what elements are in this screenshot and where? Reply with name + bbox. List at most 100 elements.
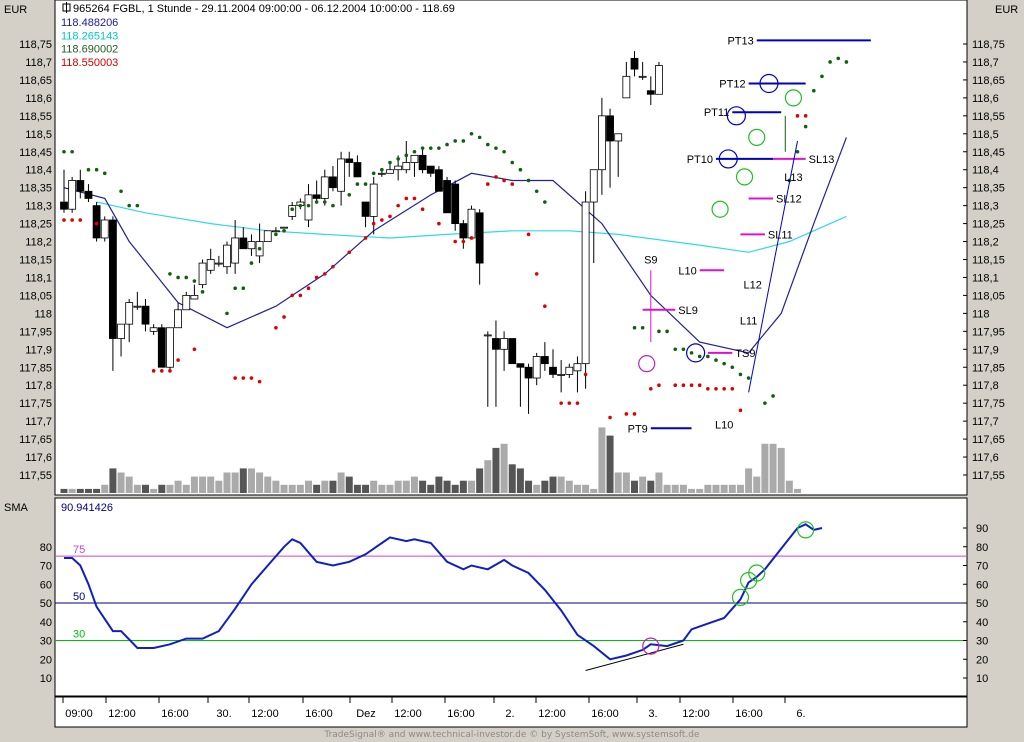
entry-circle [718, 149, 738, 169]
osc-tick-right: 40 [976, 617, 988, 629]
volume-bar [378, 484, 386, 493]
osc-tick-right: 20 [976, 654, 988, 666]
entry-circle [686, 343, 706, 363]
volume-bar [288, 484, 296, 493]
osc-tick-right: 70 [976, 561, 988, 573]
stop-dot-green [828, 60, 832, 64]
volume-bar [761, 443, 769, 493]
volume-bar [704, 484, 712, 493]
stop-dot-red [632, 412, 637, 416]
stop-dot-green [184, 275, 189, 280]
candle-body [174, 309, 183, 329]
stop-dot-green [836, 56, 841, 61]
annotation-label: PT12 [719, 79, 745, 91]
annotation-label: PT10 [687, 154, 713, 166]
time-axis-panel [54, 696, 968, 728]
candle-body [581, 201, 590, 365]
volume-bar [565, 480, 573, 493]
stop-dot-red [290, 293, 295, 298]
price-tick-right: 118,05 [972, 290, 1005, 302]
candle-body [443, 180, 451, 214]
stop-dot-green [127, 203, 131, 208]
time-label: 16:00 [591, 708, 619, 720]
volume-bar [631, 480, 638, 493]
price-tick-right: 118,5 [972, 129, 999, 141]
volume-bar [133, 484, 141, 493]
candle-body [467, 208, 476, 239]
volume-bar [769, 443, 777, 493]
stop-dot-green [388, 160, 392, 165]
stop-dot-green [706, 354, 710, 359]
indicator-value: 118.550003 [61, 57, 118, 69]
annotation-label: SL11 [768, 229, 793, 241]
annotation-label: L11 [740, 316, 758, 328]
price-tick-left: 117,75 [19, 398, 52, 410]
stop-dot-red [657, 383, 661, 388]
candle-body [402, 162, 411, 171]
stop-dot-green [812, 88, 816, 93]
time-label: 12:00 [394, 708, 422, 720]
oscillator: 75 50 30 10 20 30 40 50 60 70 80 90 10 20 30 40 50 60 70 80 [40, 521, 988, 685]
volume-bar [688, 488, 696, 493]
annotation-label: PT9 [628, 423, 648, 435]
stop-dot-green [428, 146, 433, 150]
indicator-value: 118.265143 [61, 30, 118, 42]
candle-body [198, 262, 207, 286]
stop-dot-red [298, 293, 303, 298]
stop-dot-red [151, 369, 156, 373]
candle-body [565, 366, 574, 375]
annotation-label: L10 [678, 265, 696, 277]
stop-dot-green [371, 171, 376, 176]
volume-bar [394, 480, 402, 493]
price-tick-left: 118,15 [19, 255, 52, 267]
footer-credit: TradeSignal® and www.technical-investor.… [324, 730, 700, 740]
volume-bar [533, 484, 541, 493]
price-tick-left: 118,5 [25, 129, 52, 141]
candle-body [622, 75, 631, 99]
stop-dot-green [461, 139, 466, 143]
volume-bar [720, 484, 728, 493]
volume-bar [264, 476, 272, 493]
entry-circle-magenta [638, 355, 656, 373]
stop-dot-green [730, 365, 735, 370]
price-tick-left: 117,8 [25, 380, 52, 392]
stop-dot-green [380, 167, 384, 172]
stop-dot-green [673, 347, 678, 352]
candle-body [271, 230, 280, 233]
stop-dot-green [510, 160, 515, 165]
candle-body [483, 334, 492, 337]
price-tick-right: 117,65 [972, 434, 1005, 446]
price-tick-left: 118,6 [25, 93, 52, 105]
candle-body [76, 180, 85, 192]
candle-body [141, 305, 150, 325]
osc-tick-right: 60 [976, 579, 988, 591]
volume-bar [712, 484, 720, 493]
volume-bar [223, 472, 231, 493]
time-label: 09:00 [65, 708, 93, 720]
candle-body [109, 219, 117, 339]
stop-dot-green [795, 149, 800, 154]
stop-dot-red [738, 408, 743, 413]
osc-level-label: 75 [73, 544, 85, 556]
volume-bar [484, 460, 492, 493]
volume-bar [492, 447, 500, 493]
osc-tick-left: 10 [40, 673, 52, 685]
stop-dot-red [306, 286, 311, 291]
price-tick-left: 118,45 [19, 147, 52, 159]
stop-dot-red [543, 304, 547, 308]
stop-dot-red [160, 369, 164, 373]
volume-bar [76, 488, 84, 493]
stop-dot-red [192, 347, 197, 352]
candle-body [239, 237, 248, 250]
annotation-label: L12 [743, 280, 761, 292]
price-tick-left: 118,65 [19, 75, 52, 87]
candle-body [353, 162, 362, 178]
candle-body [557, 374, 566, 376]
stop-dot-red [176, 358, 180, 362]
stop-dot-green [771, 394, 775, 398]
candle-body [410, 154, 419, 163]
candle-body [312, 194, 321, 199]
stop-dot-green [543, 200, 547, 204]
